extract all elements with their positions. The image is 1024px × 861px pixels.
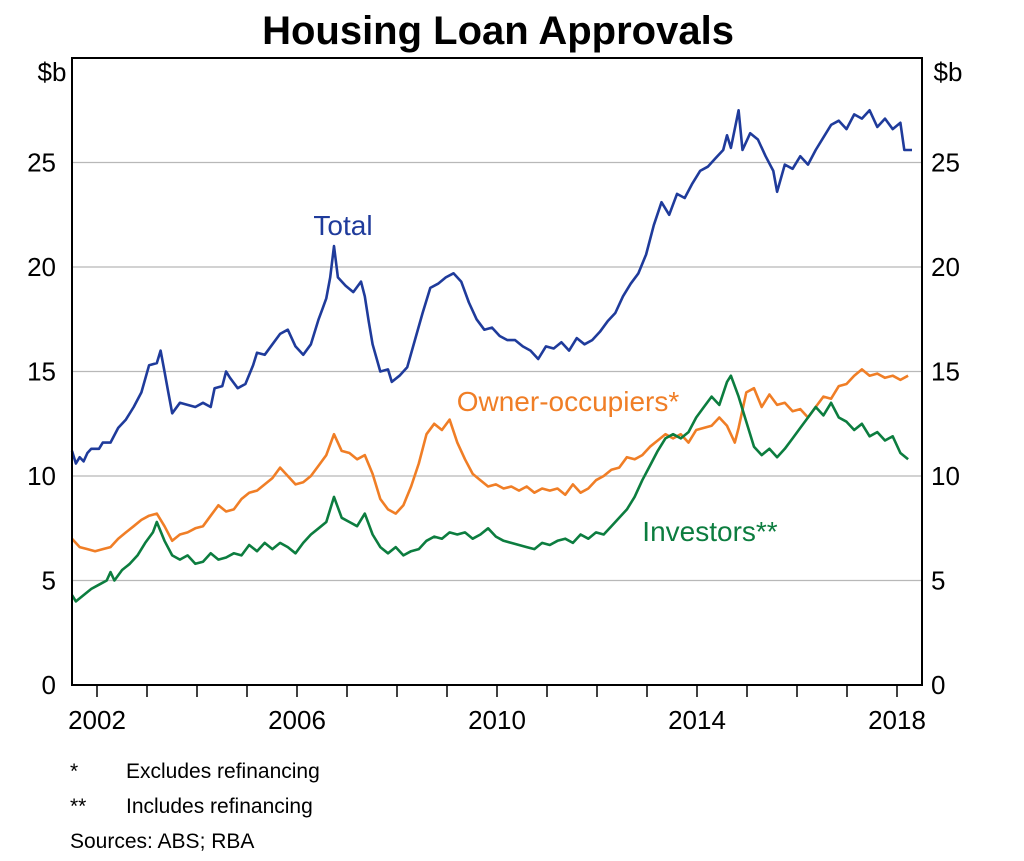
x-tick-label: 2006 xyxy=(268,705,326,735)
footnote-text: Excludes refinancing xyxy=(126,760,320,783)
footnote-mark: * xyxy=(70,760,79,783)
chart-title: Housing Loan Approvals xyxy=(262,9,734,53)
y-axis-unit-right: $b xyxy=(934,57,963,87)
x-tick-label: 2002 xyxy=(68,705,126,735)
sources-note: Sources: ABS; RBA xyxy=(70,830,255,853)
plot-frame xyxy=(71,57,923,686)
series-label-total: Total xyxy=(313,210,372,241)
y-axis-unit-left: $b xyxy=(38,57,67,87)
y-tick-label-left: 20 xyxy=(27,252,56,282)
y-tick-label-left: 15 xyxy=(27,357,56,387)
x-tick-label: 2010 xyxy=(468,705,526,735)
series-label-investors: Investors** xyxy=(642,516,777,547)
y-tick-label-right: 10 xyxy=(931,461,960,491)
footnote-row: * Excludes refinancing xyxy=(70,754,320,789)
footnote-row: ** Includes refinancing xyxy=(70,789,320,824)
y-tick-label-left: 10 xyxy=(27,461,56,491)
y-tick-label-left: 25 xyxy=(27,148,56,178)
x-tick-label: 2014 xyxy=(668,705,726,735)
series-line-investors xyxy=(70,374,909,603)
y-tick-label-right: 0 xyxy=(931,670,945,700)
housing-loan-chart: Housing Loan Approvals $b $b 0 0 5 5 10 10 15 1… xyxy=(27,9,963,735)
y-tick-label-left: 0 xyxy=(42,670,56,700)
footnote-text: Includes refinancing xyxy=(126,795,313,818)
series-line-total xyxy=(70,109,912,465)
footnote-mark: ** xyxy=(70,795,87,818)
y-tick-label-right: 15 xyxy=(931,357,960,387)
y-tick-label-right: 25 xyxy=(931,148,960,178)
series-line-owner-occupiers xyxy=(71,368,909,553)
footnotes: * Excludes refinancing ** Includes refin… xyxy=(70,754,320,859)
y-tick-label-right: 5 xyxy=(931,566,945,596)
series-label-owner-occupiers: Owner-occupiers* xyxy=(457,386,680,417)
y-tick-label-right: 20 xyxy=(931,252,960,282)
x-tick-label: 2018 xyxy=(868,705,926,735)
y-tick-label-left: 5 xyxy=(42,566,56,596)
